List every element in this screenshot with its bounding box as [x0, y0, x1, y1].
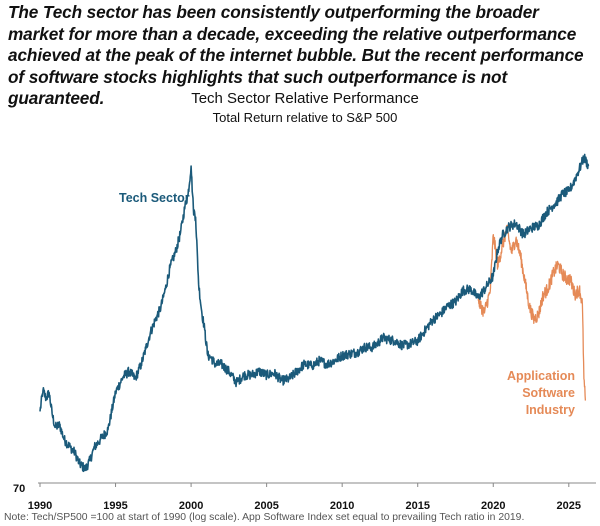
annotation-line: Application: [507, 369, 575, 383]
x-tick-label: 2015: [405, 500, 429, 512]
x-tick-label: 2010: [330, 500, 354, 512]
x-tick-label: 2025: [557, 500, 581, 512]
chart-title: Tech Sector Relative Performance: [191, 90, 419, 107]
x-tick-label: 2005: [254, 500, 278, 512]
chart-subtitle: Total Return relative to S&P 500: [212, 110, 398, 125]
headline: The Tech sector has been consistently ou…: [8, 2, 584, 108]
x-tick-label: 2020: [481, 500, 505, 512]
footnote: Note: Tech/SP500 =100 at start of 1990 (…: [4, 512, 525, 523]
x-tick-label: 1990: [28, 500, 52, 512]
x-ticks: 1990 1995 2000 2005 2010 2015 2020 2025: [28, 483, 581, 512]
annotation-line: Industry: [526, 403, 575, 417]
annotation-line: Tech Sector: [119, 191, 190, 205]
series-line-tech-sector: [39, 153, 590, 473]
x-tick-label: 1995: [103, 500, 127, 512]
annotation-line: Software: [522, 386, 575, 400]
y-tick-label-70: 70: [13, 483, 25, 495]
x-tick-label: 2000: [179, 500, 203, 512]
annotation-tech-sector: Tech Sector: [119, 191, 190, 205]
annotation-app-software: Application Software Industry: [507, 369, 575, 417]
